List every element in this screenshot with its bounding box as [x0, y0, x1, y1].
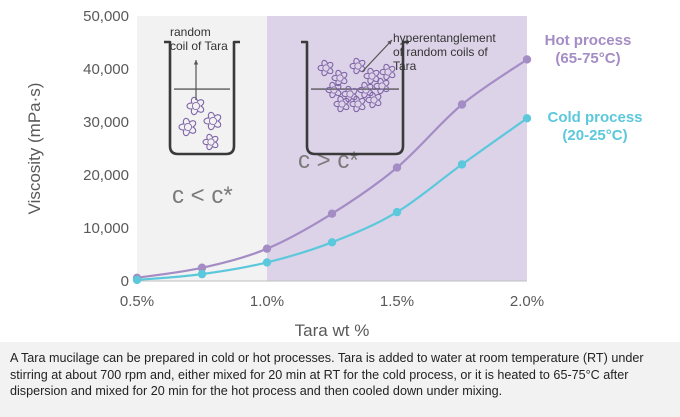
series-point-1: [392, 207, 402, 217]
y-tick-label: 30,000: [83, 114, 129, 131]
annotation-text: random: [170, 25, 211, 39]
series-label-1: Cold process: [547, 109, 642, 126]
x-axis-label: Tara wt %: [295, 321, 370, 340]
series-point-1: [197, 269, 207, 279]
beaker-dilute-coils-icon: [164, 40, 240, 156]
x-tick-label: 1.5%: [380, 293, 414, 310]
series-point-1: [327, 238, 337, 247]
series-point-1: [132, 275, 142, 285]
series-point-0: [392, 163, 402, 172]
y-tick-label: 20,000: [83, 167, 129, 184]
series-point-0: [522, 55, 532, 64]
annotation-text: coil of Tara: [170, 39, 228, 53]
coil-icon: [202, 133, 219, 151]
series-label-0: Hot process: [545, 32, 632, 49]
coil-icon: [349, 57, 366, 75]
coil-icon: [349, 95, 366, 113]
annotation-arrow-1-head: [387, 40, 392, 45]
series-point-1: [262, 258, 272, 267]
coil-icon: [373, 77, 390, 95]
coil-icon: [331, 69, 348, 87]
annotation-text: Tara: [393, 59, 417, 73]
coil-icon: [203, 111, 222, 131]
coil-icon: [365, 91, 382, 109]
region-label-0: c < c*: [172, 182, 233, 209]
figure-caption: A Tara mucilage can be prepared in cold …: [0, 342, 680, 417]
series-point-0: [197, 263, 207, 272]
series-point-1: [457, 160, 467, 169]
x-tick-label: 2.0%: [510, 293, 544, 310]
coil-icon: [186, 96, 205, 116]
beaker-entangled-coils-icon: [301, 40, 409, 156]
annotation-text: hyperentanglement: [393, 31, 496, 45]
coil-icon: [178, 117, 197, 137]
series-point-1: [522, 114, 532, 123]
y-tick-label: 0: [121, 273, 129, 290]
annotation-text: of random coils of: [393, 45, 488, 59]
series-condition-0: (65-75°C): [555, 50, 620, 67]
coil-icon: [363, 67, 380, 85]
annotation-arrow-0-head: [193, 60, 199, 65]
coil-icon: [325, 81, 342, 99]
series-point-0: [262, 244, 272, 253]
coil-icon: [379, 63, 396, 81]
coil-icon: [333, 95, 350, 113]
y-axis-label: Viscosity (mPa·s): [25, 83, 44, 215]
coil-icon: [317, 59, 334, 77]
coil-icon: [357, 81, 374, 99]
y-tick-label: 40,000: [83, 61, 129, 78]
coil-icon: [341, 85, 358, 103]
region-0: [137, 16, 267, 281]
x-tick-label: 1.0%: [250, 293, 284, 310]
x-tick-label: 0.5%: [120, 293, 154, 310]
annotation-arrow-1: [361, 39, 393, 73]
y-tick-label: 50,000: [83, 8, 129, 25]
series-condition-1: (20-25°C): [562, 127, 627, 144]
series-point-0: [327, 209, 337, 218]
y-tick-label: 10,000: [83, 220, 129, 237]
series-point-0: [457, 100, 467, 109]
